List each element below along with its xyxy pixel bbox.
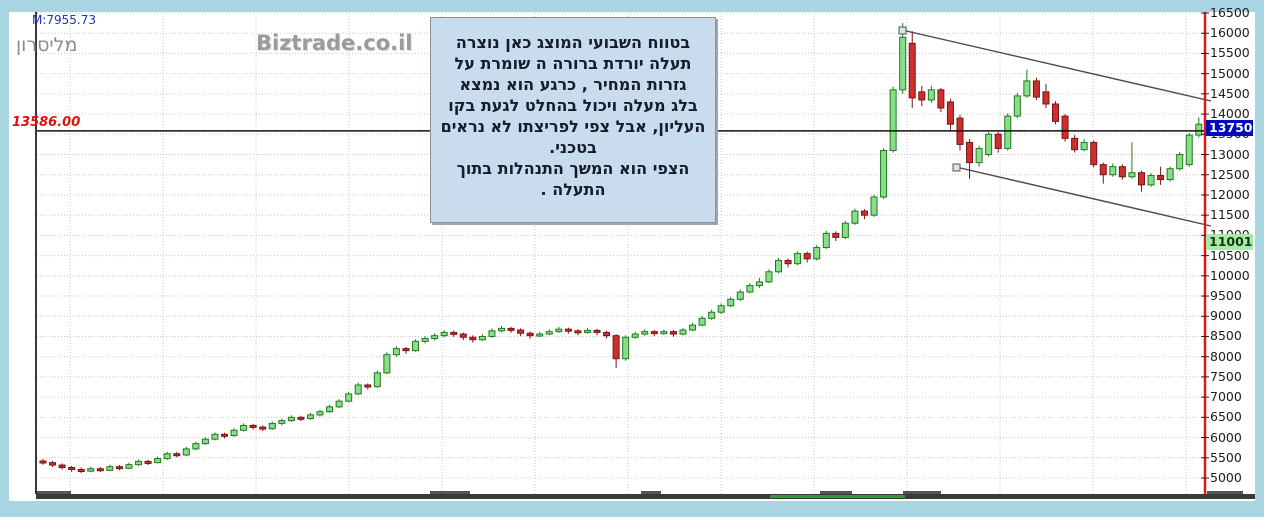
y-axis-label: 12000 (1210, 186, 1250, 202)
y-axis-label: 14000 (1210, 106, 1250, 122)
trend-line-handle[interactable] (898, 26, 907, 35)
y-axis-label: 8000 (1210, 348, 1242, 364)
y-axis-label: 10500 (1210, 247, 1250, 263)
indicator-value-label: M:7955.73 (32, 13, 97, 27)
last-price-tag: 13750 (1206, 120, 1253, 137)
instrument-name: מליסרון (16, 34, 78, 56)
trend-line[interactable] (901, 29, 1212, 102)
x-axis-highlight-segment (770, 495, 905, 498)
y-axis-label: 7000 (1210, 389, 1242, 405)
trend-line-handle[interactable] (952, 163, 961, 172)
y-axis-label: 15000 (1210, 65, 1250, 81)
annotation-line: גזרות המחיר , כרגע הוא נמצא (459, 75, 687, 94)
y-axis-label: 9500 (1210, 288, 1242, 304)
annotation-line: הצפי הוא המשך התנהלות בתוך (456, 159, 690, 178)
y-axis-label: 5000 (1210, 470, 1242, 485)
y-axis-label: 6000 (1210, 429, 1242, 445)
y-axis-label: 7500 (1210, 368, 1242, 384)
annotation-line: העליון, אבל צפי לפריצתו לא נראים (440, 117, 706, 136)
y-axis-label: 15500 (1210, 45, 1250, 61)
y-axis-label: 6500 (1210, 409, 1242, 425)
x-axis-date-smudge (641, 491, 661, 494)
watermark: Biztrade.co.il (256, 31, 413, 55)
y-axis-label: 9000 (1210, 308, 1242, 324)
annotation-line: בלג מעלה ויכול בהחלט לגעת בקו (448, 96, 698, 115)
x-axis-date-smudge (903, 491, 941, 494)
y-axis-label: 11500 (1210, 207, 1250, 223)
y-axis-label: 16500 (1210, 5, 1250, 20)
y-axis-label: 12500 (1210, 166, 1250, 182)
trend-line[interactable] (955, 166, 1212, 227)
y-axis-label: 14500 (1210, 85, 1250, 101)
horizontal-line-price-label: 13586.00 (12, 115, 81, 130)
annotation-text-box[interactable]: בטווח השבועי המוצג כאן נוצרה תעלה יורדת … (430, 17, 716, 223)
green-level-tag: 11001 (1206, 234, 1253, 251)
y-axis-label: 16000 (1210, 25, 1250, 41)
y-axis-label: 13000 (1210, 146, 1250, 162)
x-axis-date-smudge (35, 491, 71, 494)
y-axis-label: 8500 (1210, 328, 1242, 344)
annotation-line: תעלה יורדת ברורה ה שומרת על (454, 54, 692, 73)
annotation-line: בטווח השבועי המוצג כאן נוצרה (455, 33, 691, 52)
x-axis-date-smudge (1207, 491, 1243, 494)
annotation-line: בטכני. (549, 138, 597, 157)
x-axis-date-smudge (820, 491, 852, 494)
x-axis-date-smudge (430, 491, 470, 494)
y-axis-label: 5500 (1210, 449, 1242, 465)
annotation-line: התעלה . (540, 180, 606, 199)
y-axis-label: 10000 (1210, 267, 1250, 283)
